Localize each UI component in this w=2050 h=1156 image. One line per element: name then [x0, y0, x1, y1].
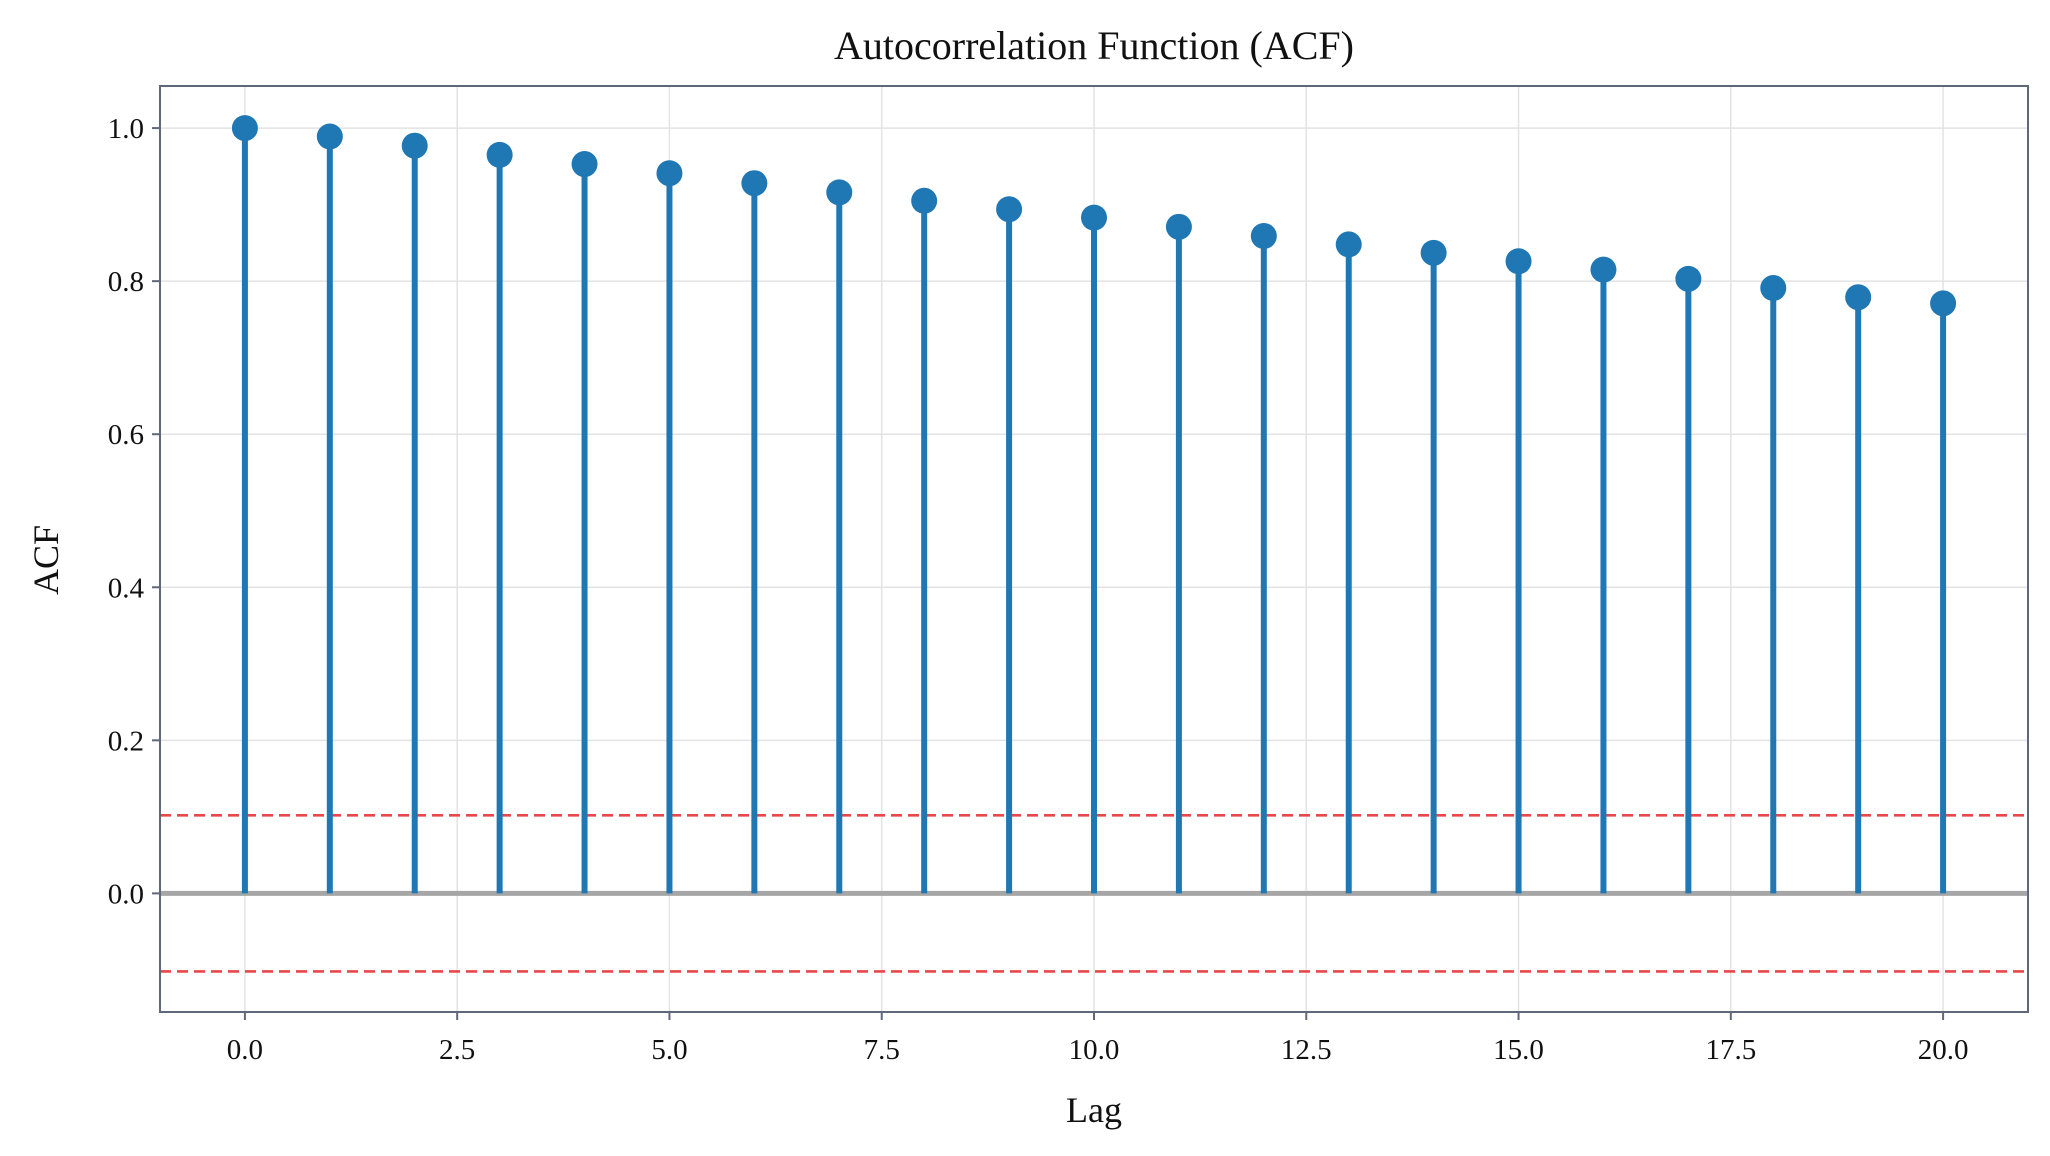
x-tick-label: 15.0: [1493, 1034, 1544, 1066]
x-axis-label: Lag: [1066, 1090, 1122, 1130]
stem-marker: [1590, 256, 1617, 283]
y-tick-label: 0.2: [108, 725, 144, 757]
stem-marker: [1250, 222, 1277, 249]
stem-marker: [401, 132, 428, 159]
x-tick-label: 5.0: [651, 1034, 687, 1066]
stem-marker: [231, 115, 258, 142]
x-tick-label: 7.5: [864, 1034, 900, 1066]
stem-marker: [656, 160, 683, 187]
stem-marker: [316, 123, 343, 150]
stem-marker: [1845, 284, 1872, 311]
x-tick-label: 12.5: [1281, 1034, 1332, 1066]
stem-marker: [1420, 239, 1447, 266]
acf-series: [231, 115, 1957, 894]
chart-title: Autocorrelation Function (ACF): [834, 23, 1354, 68]
stem-marker: [741, 170, 768, 197]
x-axis-ticks: 0.0 2.5 5.0 7.5 10.0 12.5 15.0 17.5 20.0: [227, 1012, 1969, 1066]
stem-marker: [486, 141, 513, 168]
stem-marker: [911, 187, 938, 214]
x-tick-label: 17.5: [1705, 1034, 1756, 1066]
x-tick-label: 10.0: [1069, 1034, 1120, 1066]
stem-marker: [1930, 290, 1957, 317]
stem-marker: [826, 179, 853, 206]
y-axis-label: ACF: [26, 525, 66, 595]
stem-marker: [996, 196, 1023, 223]
x-tick-label: 2.5: [439, 1034, 475, 1066]
x-tick-label: 0.0: [227, 1034, 263, 1066]
y-tick-label: 0.8: [108, 266, 144, 298]
stem-marker: [1165, 213, 1192, 240]
y-tick-label: 0.4: [108, 572, 145, 604]
stem-marker: [1081, 204, 1107, 231]
confidence-bounds: [160, 814, 2028, 973]
stem-marker: [1505, 248, 1532, 275]
y-tick-label: 0.6: [108, 419, 144, 451]
x-tick-label: 20.0: [1918, 1034, 1969, 1066]
y-axis-ticks: 0.0 0.2 0.4 0.6 0.8 1.0: [108, 113, 160, 910]
y-tick-label: 1.0: [108, 113, 144, 145]
stem-marker: [571, 151, 598, 178]
stem-marker: [1335, 231, 1362, 258]
y-tick-label: 0.0: [108, 878, 144, 910]
stem-marker: [1675, 265, 1702, 292]
stem-marker: [1760, 275, 1787, 302]
